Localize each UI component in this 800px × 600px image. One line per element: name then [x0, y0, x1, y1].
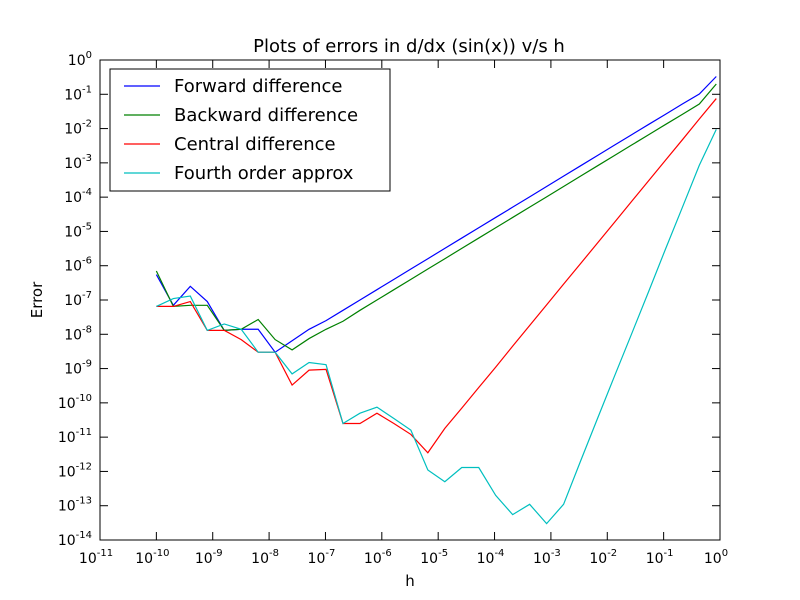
x-tick-label: 10-4: [477, 548, 505, 567]
y-tick-label: 10-12: [58, 461, 92, 480]
x-axis-ticks: 10-11 10-10 10-9 10-8 10-7 10-6 10-5 10-4 10-3 10…: [79, 60, 728, 567]
y-tick-label: 10-2: [64, 119, 92, 138]
legend-label-1: Forward difference: [174, 76, 342, 97]
y-tick-label: 10-4: [64, 187, 92, 206]
legend-label-4: Fourth order approx: [174, 163, 354, 184]
plot-area: 10-11 10-10 10-9 10-8 10-7 10-6 10-5 10-4 10-3 10…: [58, 50, 728, 567]
series-line-1: [155, 76, 717, 354]
x-tick-label: 10-6: [364, 548, 392, 567]
x-tick-label: 10-9: [195, 548, 223, 567]
y-tick-label: 10-11: [58, 427, 92, 446]
y-tick-label: 10-8: [64, 324, 92, 343]
x-axis-label: h: [405, 572, 415, 590]
legend-label-3: Central difference: [174, 134, 336, 155]
series-line-4: [156, 129, 717, 525]
y-tick-label: 100: [68, 50, 92, 69]
y-tick-label: 10-14: [58, 530, 92, 549]
x-tick-label: 10-5: [420, 548, 448, 567]
y-tick-label: 10-10: [58, 393, 92, 412]
series-layer: [155, 76, 717, 525]
legend-box: [109, 68, 391, 192]
y-tick-label: 10-13: [58, 496, 92, 515]
legend: Forward difference Backward difference Cen…: [109, 68, 391, 192]
x-tick-label: 100: [704, 548, 728, 567]
y-tick-label: 10-9: [64, 359, 92, 378]
y-tick-label: 10-1: [64, 84, 92, 103]
chart-title: Plots of errors in d/dx (sin(x)) v/s h: [253, 36, 565, 57]
x-tick-label: 10-3: [533, 548, 561, 567]
x-tick-label: 10-7: [308, 548, 336, 567]
legend-label-2: Backward difference: [174, 105, 358, 126]
y-axis-ticks: 10-14 10-13 10-12 10-11 10-10 10-9 10-8 10-7 10-…: [58, 50, 720, 549]
series-line-3: [156, 98, 717, 454]
y-tick-label: 10-6: [64, 256, 92, 275]
x-tick-label: 10-11: [79, 548, 113, 567]
y-tick-label: 10-5: [64, 221, 92, 240]
x-tick-label: 10-1: [646, 548, 674, 567]
y-axis-label: Error: [28, 281, 46, 318]
series-line-2: [155, 83, 717, 351]
x-tick-label: 10-10: [135, 548, 169, 567]
y-tick-label: 10-7: [64, 290, 92, 309]
x-tick-label: 10-8: [251, 548, 279, 567]
y-tick-label: 10-3: [64, 153, 92, 172]
x-tick-label: 10-2: [589, 548, 617, 567]
